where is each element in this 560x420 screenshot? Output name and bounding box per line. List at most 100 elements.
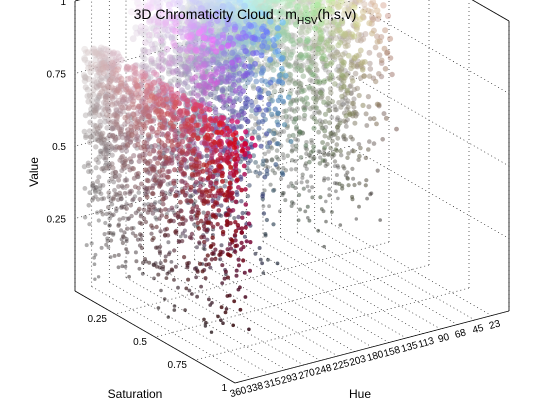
data-point [257, 3, 265, 11]
data-point [286, 0, 294, 5]
data-point [322, 178, 326, 183]
data-point [286, 79, 292, 86]
data-point [271, 222, 276, 227]
data-point [324, 41, 331, 48]
data-point [354, 111, 360, 117]
data-point [289, 36, 296, 43]
grid-line-hue [246, 245, 407, 339]
data-point [139, 237, 144, 242]
data-point [309, 71, 316, 78]
data-point [332, 107, 338, 113]
data-point [370, 15, 377, 22]
data-point [283, 2, 291, 10]
data-point [310, 16, 317, 23]
data-point [317, 29, 324, 36]
data-point [120, 96, 127, 103]
data-point [133, 29, 141, 37]
data-point [158, 66, 166, 73]
data-point [372, 44, 379, 51]
data-point [348, 65, 354, 72]
data-point [304, 0, 312, 6]
data-point [289, 204, 294, 208]
data-point [297, 81, 304, 87]
data-point [222, 0, 229, 2]
data-point [303, 161, 309, 166]
data-point [139, 245, 144, 251]
data-point [142, 202, 147, 207]
data-point [251, 0, 259, 4]
data-point [253, 3, 261, 11]
data-point [190, 0, 198, 6]
data-point [339, 153, 344, 158]
data-point [328, 130, 334, 136]
data-point [256, 16, 263, 24]
data-point [332, 81, 338, 87]
data-point [284, 61, 291, 68]
data-point [258, 257, 263, 262]
data-point [327, 120, 333, 126]
data-point [332, 104, 338, 110]
data-point [301, 107, 308, 113]
data-point [260, 261, 264, 266]
data-point [270, 37, 277, 44]
grid-line-hue [280, 236, 441, 330]
data-point [309, 114, 315, 120]
data-point [243, 0, 247, 1]
data-point [232, 88, 239, 94]
data-point [320, 47, 327, 54]
data-point [287, 77, 294, 83]
data-point [252, 60, 258, 67]
data-point [290, 0, 297, 3]
data-point [103, 154, 109, 161]
data-point [247, 0, 255, 6]
data-point [322, 145, 327, 151]
data-point [311, 95, 317, 102]
data-point [283, 10, 290, 18]
data-point [318, 121, 324, 127]
data-point [226, 97, 232, 104]
data-point [214, 29, 222, 36]
data-point [100, 183, 106, 188]
data-point [304, 38, 311, 45]
data-point [314, 13, 322, 20]
data-point [290, 132, 296, 138]
data-point [341, 134, 346, 140]
data-point [346, 11, 354, 18]
data-point [305, 22, 313, 29]
data-point [85, 162, 92, 169]
data-point [251, 1, 259, 9]
data-point [359, 67, 366, 73]
data-point [312, 61, 319, 68]
data-point [293, 38, 301, 46]
data-point [201, 210, 206, 215]
data-point [342, 43, 349, 50]
data-point [208, 2, 215, 10]
data-point [313, 119, 319, 125]
data-point [369, 191, 374, 196]
data-point [202, 50, 210, 57]
data-point [299, 54, 306, 61]
data-point [342, 67, 348, 74]
data-point [337, 39, 344, 46]
data-point [342, 136, 347, 142]
data-point [261, 211, 267, 216]
data-point [116, 88, 123, 95]
data-point [200, 34, 208, 41]
data-point [301, 104, 307, 110]
data-point [96, 174, 102, 180]
data-point [374, 7, 381, 14]
data-point [212, 109, 219, 116]
data-point [257, 0, 265, 3]
data-point [229, 49, 236, 56]
data-point [356, 142, 362, 147]
data-point [350, 100, 356, 106]
data-point [340, 59, 346, 65]
data-point [335, 3, 342, 11]
data-point [87, 222, 92, 227]
data-point [232, 216, 237, 221]
data-point [319, 119, 325, 125]
data-point [325, 162, 330, 167]
data-point [204, 153, 210, 159]
data-point [300, 172, 305, 177]
data-point [296, 80, 303, 87]
